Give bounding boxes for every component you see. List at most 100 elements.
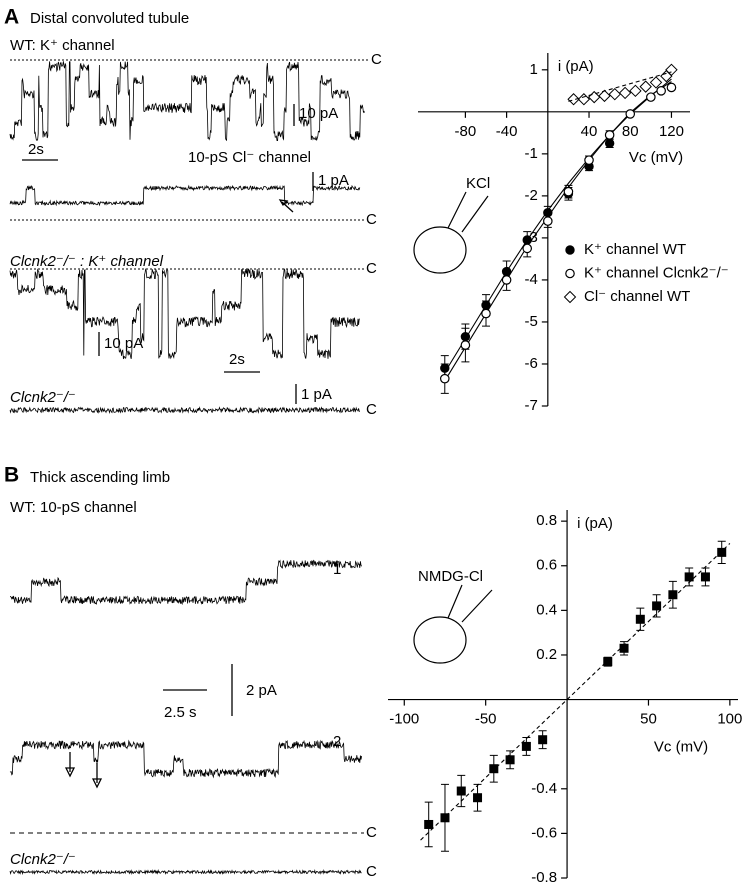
data-point	[635, 614, 645, 624]
trace-label: WT: 10-pS channel	[10, 499, 137, 516]
x-axis-label: Vc (mV)	[629, 149, 683, 166]
legend-label: K⁺ channel WT	[584, 241, 686, 258]
data-point	[668, 590, 678, 600]
scale-label: 1 pA	[318, 172, 349, 189]
y-tick-label: 0.4	[536, 601, 557, 618]
data-point	[625, 109, 636, 119]
data-point	[584, 155, 594, 165]
y-tick-label: 1	[529, 61, 537, 78]
closed-label: C	[366, 863, 377, 880]
fit-line	[420, 543, 731, 841]
scale-label: 2 pA	[246, 682, 277, 699]
data-point	[700, 572, 710, 582]
data-point	[717, 547, 727, 557]
closed-label: C	[366, 824, 377, 841]
data-point	[460, 340, 471, 350]
data-point	[538, 735, 548, 745]
data-point	[565, 268, 575, 279]
data-point	[587, 90, 601, 104]
data-point	[489, 764, 499, 774]
y-tick-label: 0.6	[536, 557, 557, 574]
data-point	[649, 76, 663, 89]
y-tick-label: -0.8	[531, 869, 557, 886]
legend-label: K⁺ channel Clcnk2⁻/⁻	[584, 264, 729, 281]
data-point	[456, 786, 466, 796]
y-tick-label: -1	[524, 145, 537, 162]
data-point	[505, 755, 515, 765]
x-tick-label: 50	[640, 711, 657, 728]
data-point	[603, 657, 613, 667]
current-trace	[9, 739, 362, 779]
trace-label: Clcnk2⁻/⁻ : K⁺ channel	[10, 253, 164, 270]
y-axis-label: i (pA)	[558, 58, 594, 75]
x-tick-label: -40	[496, 123, 518, 140]
y-axis-label: i (pA)	[577, 515, 613, 532]
scale-label: 10 pA	[104, 335, 143, 352]
fit-line	[444, 81, 672, 382]
annotation: KCl	[466, 175, 490, 192]
scale-label: 1 pA	[301, 386, 332, 403]
x-tick-label: -50	[475, 711, 497, 728]
scale-label: 2.5 s	[164, 704, 197, 721]
data-point	[563, 186, 574, 197]
data-point	[565, 245, 575, 255]
panel-letter: B	[4, 464, 19, 487]
data-point	[629, 84, 642, 98]
data-point	[639, 80, 652, 93]
data-point	[577, 93, 591, 106]
data-point	[481, 308, 491, 319]
panel-letter: A	[4, 6, 19, 29]
data-point	[501, 275, 512, 285]
x-tick-label: 80	[622, 123, 639, 140]
data-point	[608, 87, 621, 101]
fit-line	[568, 71, 672, 102]
y-tick-label: -0.4	[531, 780, 557, 797]
y-tick-label: -7	[524, 397, 537, 414]
y-tick-label: -5	[524, 313, 537, 330]
scale-label: 2s	[28, 141, 44, 158]
y-tick-label: 0.8	[536, 512, 557, 529]
data-point	[440, 813, 450, 823]
data-point	[424, 819, 434, 829]
trace-label: 1	[333, 561, 341, 578]
panel-title: Thick ascending limb	[30, 469, 170, 486]
x-tick-label: 120	[659, 123, 684, 140]
x-tick-label: 40	[581, 123, 598, 140]
data-point	[563, 290, 577, 304]
data-point	[618, 86, 632, 100]
data-point	[665, 63, 678, 77]
scale-label: 2s	[229, 351, 245, 368]
current-trace	[9, 61, 365, 142]
current-trace	[9, 869, 362, 876]
data-point	[567, 93, 580, 106]
current-trace	[9, 268, 360, 360]
legend-label: Cl⁻ channel WT	[584, 288, 690, 305]
data-point	[439, 373, 450, 384]
trace-label: 10-pS Cl⁻ channel	[188, 149, 311, 166]
trace-label: WT: K⁺ channel	[10, 37, 115, 54]
x-tick-label: 100	[717, 711, 742, 728]
data-point	[684, 572, 694, 582]
data-point	[666, 82, 677, 93]
x-tick-label: -80	[455, 123, 477, 140]
trace-label: 2	[333, 733, 341, 750]
current-trace	[9, 184, 361, 207]
data-point	[522, 243, 533, 254]
cell-diagram	[413, 191, 493, 664]
data-point	[604, 130, 615, 140]
data-point	[521, 741, 531, 751]
trace-label: Clcnk2⁻/⁻	[10, 851, 76, 868]
y-tick-label: 0.2	[536, 646, 557, 663]
closed-label: C	[366, 401, 377, 418]
current-traces	[9, 61, 365, 876]
x-tick-label: -100	[389, 711, 419, 728]
closed-label: C	[366, 211, 377, 228]
data-point	[619, 643, 629, 653]
y-tick-label: -2	[524, 187, 537, 204]
current-trace	[9, 406, 361, 414]
y-tick-label: -6	[524, 355, 537, 372]
data-point	[598, 89, 611, 103]
data-point	[604, 138, 615, 149]
y-tick-label: -4	[524, 271, 537, 288]
